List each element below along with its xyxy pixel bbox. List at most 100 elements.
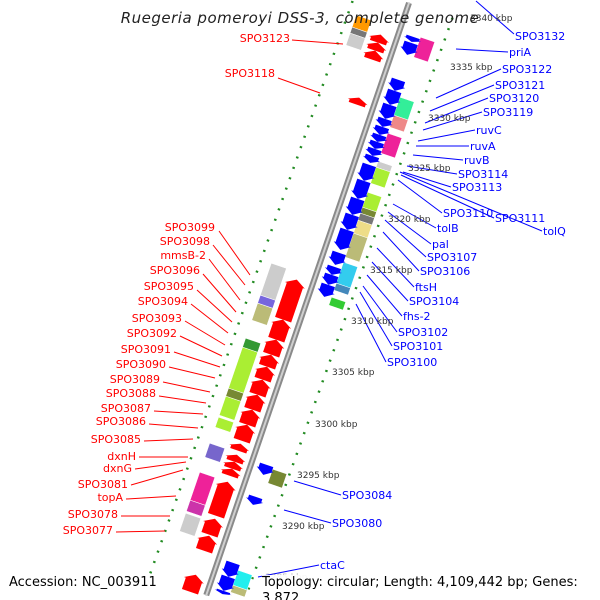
forward-gene-label: SPO3102 [398, 326, 448, 339]
reverse-gene-label: SPO3096 [150, 264, 200, 277]
forward-gene-arrow [363, 153, 381, 163]
label-leader-line [359, 291, 393, 347]
label-leader-line [291, 39, 344, 45]
forward-gene-label: SPO3122 [502, 63, 552, 76]
reverse-gene-label: SPO3095 [144, 280, 194, 293]
reverse-feature-box [251, 302, 274, 326]
forward-gene-label: SPO3113 [452, 181, 502, 194]
reverse-gene-label: SPO3078 [68, 508, 118, 521]
forward-gene-label: SPO3104 [409, 295, 459, 308]
reverse-gene-arrow [233, 424, 256, 444]
forward-gene-label: ctaC [320, 559, 345, 572]
reverse-gene-label: SPO3087 [101, 402, 151, 415]
label-leader-line [158, 395, 207, 404]
forward-gene-label: fhs-2 [403, 310, 431, 323]
label-leader-line [218, 230, 251, 276]
kbp-tick-label: 3335 kbp [450, 63, 493, 73]
label-leader-line [382, 231, 420, 272]
forward-gene-label: SPO3120 [489, 92, 539, 105]
label-leaders [115, 0, 543, 578]
forward-gene-label: SPO3101 [393, 340, 443, 353]
reverse-gene-label: SPO3094 [138, 295, 188, 308]
forward-gene-label: priA [509, 46, 532, 59]
genome-summary: Topology: circular; Length: 4,109,442 bp… [262, 575, 600, 600]
label-leader-line [376, 247, 415, 288]
reverse-gene-arrow [254, 366, 276, 383]
label-leader-line [435, 68, 502, 99]
reverse-gene-arrow [229, 443, 250, 454]
forward-gene-label: SPO3106 [420, 265, 470, 278]
label-leader-line [402, 171, 452, 188]
kbp-tick-label: 3340 kbp [470, 14, 513, 24]
forward-feature-box [344, 232, 368, 263]
reverse-gene-label: SPO3093 [132, 312, 182, 325]
forward-gene-arrow [367, 139, 385, 149]
label-leader-line [153, 410, 204, 415]
label-leader-line [184, 320, 226, 346]
reverse-gene-arrow [220, 468, 241, 479]
forward-gene-label: SPO3119 [483, 106, 533, 119]
forward-gene-label: SPO3121 [495, 79, 545, 92]
forward-feature-box [413, 36, 436, 63]
forward-gene-label: SPO3132 [515, 30, 565, 43]
reverse-gene-label: SPO3092 [127, 327, 177, 340]
forward-gene-label: SPO3114 [458, 168, 508, 181]
reverse-gene-label: SPO3090 [116, 358, 166, 371]
label-leader-line [179, 335, 223, 357]
forward-gene-arrow [340, 212, 359, 230]
forward-gene-arrow [333, 227, 354, 250]
forward-gene-label: SPO3111 [495, 212, 545, 225]
label-leader-line [143, 438, 194, 442]
backbone-highlight [205, 1, 411, 597]
reverse-gene-label: SPO3099 [165, 221, 215, 234]
forward-gene-arrow [404, 34, 422, 42]
forward-gene-arrow [214, 588, 232, 596]
forward-gene-arrow [328, 250, 346, 265]
label-leader-line [406, 165, 458, 175]
reverse-gene-arrow [223, 461, 243, 472]
label-leader-line [277, 77, 321, 94]
forward-gene-arrow [365, 146, 383, 156]
forward-feature-box [328, 296, 347, 311]
forward-gene-arrow [246, 494, 264, 505]
kbp-tick-label: 3330 kbp [428, 114, 471, 124]
label-leader-line [371, 261, 409, 302]
forward-gene-arrow [351, 178, 371, 199]
label-leader-line [400, 174, 495, 219]
reverse-gene-arrow [181, 574, 204, 595]
reverse-feature-box [204, 442, 226, 463]
label-leader-line [212, 244, 246, 286]
forward-gene-arrow [383, 88, 402, 105]
label-leader-line [397, 179, 443, 214]
kbp-tick-label: 3315 kbp [370, 266, 413, 276]
label-leader-line [475, 0, 515, 35]
reverse-gene-arrow [225, 454, 246, 465]
reverse-gene-arrow [239, 409, 261, 428]
label-leader-line [173, 351, 221, 368]
accession-text: Accession: NC_003911 [9, 575, 157, 591]
reverse-gene-arrow [249, 379, 271, 398]
label-leader-line [412, 154, 464, 161]
label-leader-line [424, 97, 489, 124]
reverse-gene-arrow [347, 97, 368, 108]
forward-gene-label: tolB [437, 222, 459, 235]
forward-gene-arrow [321, 272, 339, 285]
forward-gene-label: SPO3080 [332, 517, 382, 530]
reverse-gene-label: SPO3086 [96, 415, 146, 428]
reverse-gene-label: SPO3091 [121, 343, 171, 356]
forward-feature-box [267, 468, 288, 489]
label-leader-line [125, 495, 177, 500]
reverse-gene-arrow [366, 42, 387, 54]
label-leader-line [190, 303, 229, 334]
reverse-gene-label: SPO3118 [225, 67, 275, 80]
reverse-gene-label: topA [97, 491, 123, 504]
reverse-gene-label: SPO3088 [106, 387, 156, 400]
forward-gene-label: tolQ [543, 225, 566, 238]
forward-gene-label: ruvB [464, 154, 490, 167]
label-leader-line [429, 84, 495, 112]
reverse-feature-box [260, 262, 287, 301]
label-leader-line [362, 285, 398, 333]
forward-gene-arrow [388, 77, 406, 91]
